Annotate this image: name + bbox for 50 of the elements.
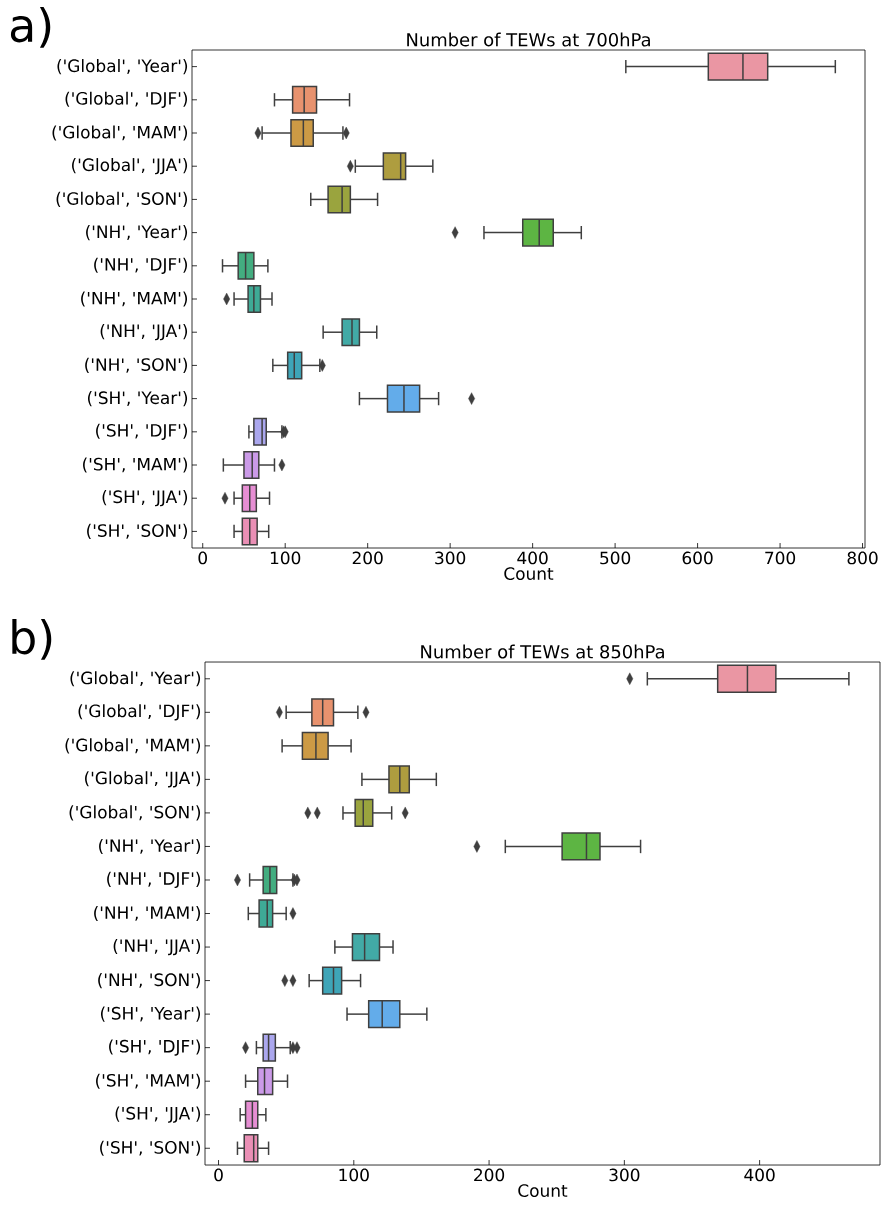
x-tick-label: 200 (474, 1168, 505, 1182)
text: b) (12, 618, 52, 660)
y-tick-label: ('NH', 'JJA') (100, 324, 188, 341)
y-tick-label: ('SH', 'SON') (87, 523, 188, 539)
y-tick-label: ('NH', 'JJA') (113, 938, 201, 956)
y-tick-label: ('NH', 'Year') (86, 225, 188, 241)
x-tick-label: 600 (682, 551, 713, 565)
y-tick-label: ('SH', 'Year') (87, 391, 188, 407)
y-tick-label: ('Global', 'SON') (69, 805, 201, 821)
chart-title: Number of TEWs at 700hPa (407, 32, 650, 47)
x-axis-title: Count (504, 567, 554, 580)
y-tick-label: ('SH', 'JJA') (115, 1106, 201, 1123)
y-tick-label: ('Global', 'Year') (70, 671, 201, 687)
x-tick-label: 300 (609, 1168, 640, 1182)
y-tick-label: ('SH', 'DJF') (109, 1039, 201, 1056)
y-tick-label: ('Global', 'MAM') (52, 125, 188, 141)
x-tick-label: 100 (339, 1168, 369, 1182)
y-tick-label: ('Global', 'Year') (57, 59, 188, 75)
y-tick-label: ('SH', 'MAM') (83, 457, 188, 473)
y-tick-label: ('Global', 'JJA') (85, 771, 201, 788)
y-tick-label: ('NH', 'DJF') (94, 257, 188, 274)
x-tick-label: 100 (270, 551, 301, 565)
y-tick-label: ('NH', 'SON') (98, 973, 201, 989)
y-tick-label: ('Global', 'DJF') (78, 704, 201, 721)
x-tick-label: 400 (744, 1168, 775, 1182)
x-tick-label: 800 (847, 551, 878, 565)
y-tick-label: ('SH', 'Year') (100, 1006, 201, 1022)
y-tick-label: ('SH', 'JJA') (102, 490, 188, 507)
chart-title: Number of TEWs at 850hPa (421, 644, 664, 659)
y-tick-label: ('SH', 'DJF') (96, 423, 188, 440)
text: a) (10, 6, 51, 48)
y-tick-label: ('NH', 'DJF') (107, 871, 201, 889)
y-tick-label: ('Global', 'DJF') (65, 91, 188, 108)
y-tick-label: ('Global', 'JJA') (72, 158, 188, 175)
y-tick-label: ('NH', 'MAM') (94, 905, 201, 922)
x-axis-title: Count (518, 1184, 568, 1198)
x-tick-label: 400 (517, 551, 548, 565)
x-tick-label: 700 (765, 551, 796, 565)
y-tick-label: ('Global', 'MAM') (65, 738, 201, 754)
y-tick-label: ('NH', 'MAM') (81, 291, 188, 307)
x-tick-label: 0 (214, 1168, 223, 1182)
y-tick-label: ('NH', 'SON') (85, 357, 188, 373)
x-tick-label: 500 (600, 551, 631, 565)
x-tick-label: 0 (198, 551, 207, 565)
x-tick-label: 200 (352, 551, 383, 565)
y-tick-label: ('SH', 'MAM') (96, 1073, 201, 1089)
y-tick-label: ('Global', 'SON') (56, 191, 188, 207)
y-tick-label: ('NH', 'Year') (99, 838, 201, 854)
y-tick-label: ('SH', 'SON') (100, 1140, 201, 1156)
x-tick-label: 300 (435, 551, 466, 565)
